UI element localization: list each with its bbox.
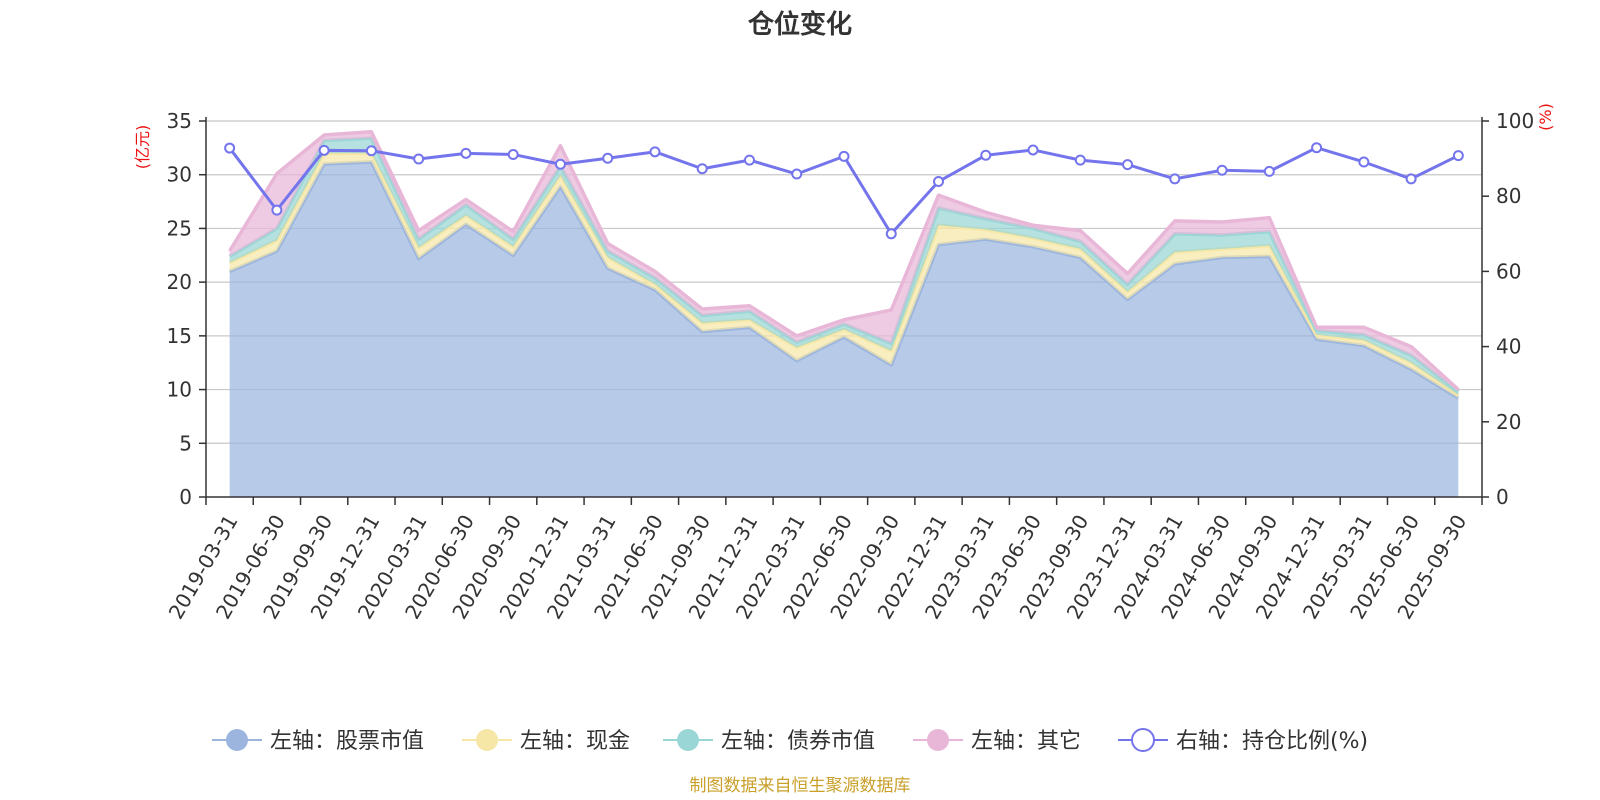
ratio-point — [507, 148, 519, 160]
right-axis-label: 20 — [1496, 410, 1521, 434]
legend-label: 左轴：现金 — [520, 729, 630, 754]
left-axis-label: 30 — [167, 163, 192, 187]
legend-item-5: 右轴：持仓比例(%) — [1118, 728, 1368, 754]
stacked-areas — [228, 129, 1460, 497]
ratio-point — [413, 153, 425, 165]
legend-marker — [927, 729, 949, 751]
legend-item-2: 左轴：现金 — [462, 729, 630, 754]
ratio-point — [602, 152, 614, 164]
left-axis-label: 0 — [179, 485, 192, 509]
right-axis-label: 40 — [1496, 335, 1521, 359]
legend-marker — [476, 729, 498, 751]
left-axis-label: 25 — [167, 216, 192, 240]
right-axis-label: 0 — [1496, 485, 1509, 509]
area-series-1 — [229, 161, 1459, 497]
ratio-point — [933, 176, 945, 188]
legend-marker — [226, 729, 248, 751]
ratio-line-series — [224, 142, 1464, 240]
ratio-point — [318, 144, 330, 156]
right-axis-label: 60 — [1496, 259, 1521, 283]
ratio-point — [1216, 164, 1228, 176]
legend: 左轴：股票市值 左轴：现金 左轴：债券市值 左轴：其它 右轴：持仓比例(%) — [212, 728, 1368, 754]
legend-label: 右轴：持仓比例(%) — [1176, 729, 1368, 754]
ratio-point — [460, 147, 472, 159]
area-series-4-edge — [228, 129, 1460, 391]
ratio-point — [791, 168, 803, 180]
ratio-point — [838, 150, 850, 162]
ratio-point — [1405, 173, 1417, 185]
ratio-point — [743, 154, 755, 166]
ratio-point — [1027, 144, 1039, 156]
ratio-point — [1452, 150, 1464, 162]
ratio-point — [554, 158, 566, 170]
ratio-point — [885, 228, 897, 240]
legend-label: 左轴：其它 — [971, 729, 1081, 754]
ratio-point — [980, 149, 992, 161]
right-axis-unit: (%) — [1536, 103, 1555, 131]
ratio-point — [696, 163, 708, 175]
left-axis-label: 5 — [179, 431, 192, 455]
data-source-note: 制图数据来自恒生聚源数据库 — [690, 776, 911, 796]
left-axis-label: 10 — [167, 378, 192, 402]
legend-marker — [1131, 728, 1155, 752]
ratio-point — [649, 146, 661, 158]
ratio-point — [1358, 156, 1370, 168]
legend-item-1: 左轴：股票市值 — [212, 729, 424, 754]
area-series-4 — [229, 131, 1459, 392]
right-axis-label: 100 — [1496, 109, 1534, 133]
legend-marker — [677, 729, 699, 751]
legend-label: 左轴：债券市值 — [721, 729, 875, 754]
legend-label: 左轴：股票市值 — [270, 729, 424, 754]
ratio-point — [271, 204, 283, 216]
left-axis-unit: (亿元) — [133, 125, 152, 170]
ratio-point — [1122, 159, 1134, 171]
area-series-2 — [229, 153, 1459, 399]
ratio-point — [1074, 154, 1086, 166]
left-axis-label: 15 — [167, 324, 192, 348]
left-axis-label: 20 — [167, 270, 192, 294]
ratio-point — [1169, 173, 1181, 185]
legend-item-4: 左轴：其它 — [913, 729, 1081, 754]
ratio-point — [1263, 165, 1275, 177]
right-axis-label: 80 — [1496, 184, 1521, 208]
chart-title: 仓位变化 — [747, 9, 852, 40]
ratio-point — [365, 145, 377, 157]
legend-item-3: 左轴：债券市值 — [663, 729, 875, 754]
left-axis-label: 35 — [167, 109, 192, 133]
ratio-point — [1311, 142, 1323, 154]
ratio-point — [224, 142, 236, 154]
